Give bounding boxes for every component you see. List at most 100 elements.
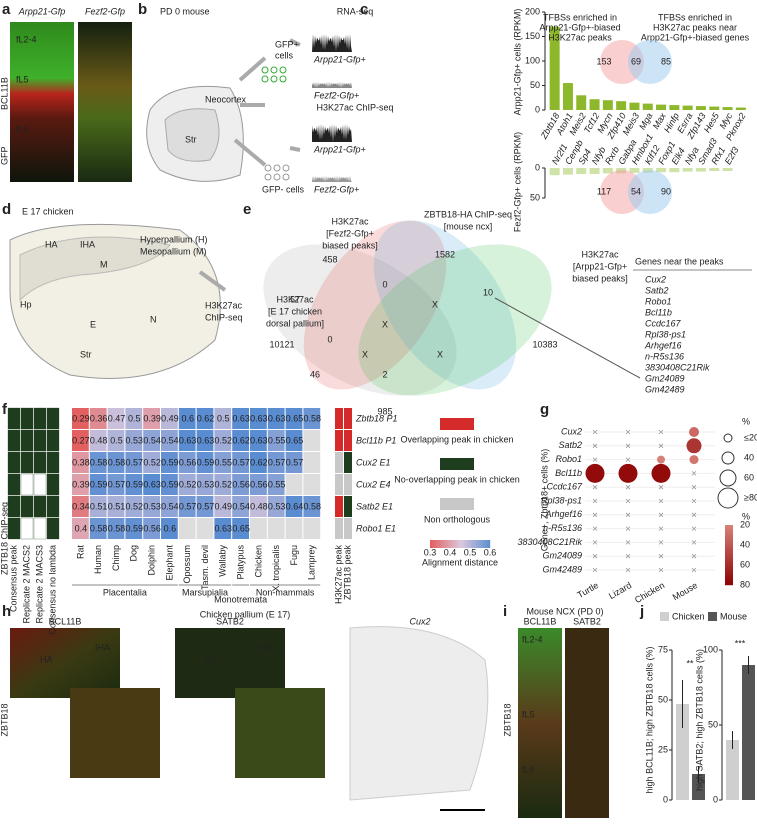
panel-label: h bbox=[2, 603, 11, 620]
cell bbox=[282, 164, 290, 172]
row-label: Robo1 bbox=[555, 454, 582, 464]
title: Fezf2-Gfp bbox=[85, 6, 125, 16]
heat-cell bbox=[178, 408, 196, 429]
bar bbox=[602, 100, 613, 110]
venn-count: X bbox=[432, 299, 438, 309]
legend-swatch bbox=[440, 418, 474, 430]
label: Mesopallium (M) bbox=[140, 246, 207, 256]
venn-count: 10383 bbox=[532, 339, 557, 349]
cell-value: 0.56 bbox=[250, 479, 268, 489]
label: GFP- cells bbox=[262, 184, 305, 194]
micrograph-inset bbox=[70, 688, 160, 778]
heat-cell bbox=[196, 408, 214, 429]
bar bbox=[682, 105, 693, 110]
colorbar bbox=[725, 573, 733, 576]
cell-value: 0.6 bbox=[181, 413, 194, 423]
legend-swatch bbox=[440, 498, 474, 510]
cell-value: 0.54 bbox=[232, 501, 250, 511]
colorbar bbox=[725, 547, 733, 550]
dot bbox=[691, 512, 697, 518]
legend-title: % bbox=[742, 511, 750, 521]
layer-label: fL5 bbox=[522, 709, 535, 719]
heat-cell bbox=[143, 474, 160, 495]
dot bbox=[625, 498, 631, 504]
heat-cell bbox=[232, 518, 249, 539]
heat-cell bbox=[125, 496, 143, 517]
micrograph bbox=[10, 628, 120, 698]
row-label: Cux2 E1 bbox=[356, 457, 391, 467]
colorbar bbox=[454, 540, 457, 548]
colorbar bbox=[468, 540, 471, 548]
title: Genes near the peaks bbox=[635, 256, 724, 266]
title: E 17 chicken bbox=[22, 206, 74, 216]
venn-count: 69 bbox=[631, 56, 641, 66]
bar bbox=[742, 665, 755, 800]
dot bbox=[592, 512, 598, 518]
side-label: ZBTB18 bbox=[0, 703, 9, 736]
panel-label: b bbox=[138, 1, 147, 18]
bar bbox=[692, 774, 705, 800]
colorbar bbox=[442, 540, 445, 548]
cell-value: 0.55 bbox=[268, 479, 286, 489]
heat-cell bbox=[125, 430, 143, 451]
colorbar bbox=[458, 540, 461, 548]
bar bbox=[709, 168, 720, 171]
dot bbox=[657, 455, 665, 464]
heat-cell bbox=[178, 496, 196, 517]
cell-value: 0.56 bbox=[232, 479, 250, 489]
row-label: Bcl11b bbox=[555, 468, 582, 478]
y-tick-label: 50 bbox=[658, 694, 668, 704]
colorbar-tick: 40 bbox=[740, 539, 750, 549]
chip-cell bbox=[20, 495, 34, 518]
col-label: Human bbox=[93, 545, 103, 574]
colorbar bbox=[472, 540, 475, 548]
cell-value: 0.59 bbox=[161, 479, 179, 489]
colorbar bbox=[436, 540, 439, 548]
bar bbox=[562, 83, 573, 110]
title: H3K27ac ChIP-seq bbox=[316, 102, 393, 112]
heat-cell bbox=[125, 408, 143, 429]
significance: ** bbox=[686, 658, 694, 668]
row-label: Arhgef16 bbox=[544, 509, 582, 519]
heat-cell bbox=[285, 430, 303, 451]
cell-value: 0.48 bbox=[90, 435, 108, 445]
cell-value: 0.57 bbox=[108, 479, 126, 489]
dot bbox=[592, 484, 598, 490]
stain-label: SATB2 bbox=[216, 616, 244, 626]
venn-set bbox=[303, 220, 447, 390]
venn-count: 54 bbox=[631, 186, 641, 196]
layer-label: fL5 bbox=[16, 74, 29, 84]
colorbar bbox=[725, 567, 733, 570]
heat-cell bbox=[89, 430, 107, 451]
micrograph bbox=[518, 628, 562, 818]
set-label: biased peaks] bbox=[572, 273, 628, 283]
venn-count: X bbox=[362, 349, 368, 359]
dot bbox=[689, 455, 699, 465]
heat-cell bbox=[125, 452, 143, 473]
area-label: Hp bbox=[20, 299, 32, 309]
y-tick-label: 100 bbox=[525, 55, 540, 65]
cell-value: 0.63 bbox=[215, 523, 233, 533]
micrograph-inset bbox=[235, 688, 325, 778]
heat-cell bbox=[107, 430, 125, 451]
colorbar bbox=[725, 553, 733, 556]
heat-cell bbox=[250, 452, 267, 473]
bar bbox=[562, 168, 573, 175]
venn-count: 153 bbox=[596, 56, 611, 66]
heat-cell bbox=[161, 408, 178, 429]
chip-cell bbox=[33, 473, 47, 496]
cell-value: 0.63 bbox=[179, 435, 197, 445]
layer-label: fL6 bbox=[522, 764, 535, 774]
size-key bbox=[719, 469, 737, 487]
heat-cell bbox=[107, 452, 125, 473]
colorbar bbox=[480, 540, 483, 548]
heat-cell bbox=[232, 474, 249, 495]
heat-cell bbox=[89, 474, 107, 495]
row-label: Zbtb18 P1 bbox=[355, 413, 398, 423]
heat-cell bbox=[89, 518, 107, 539]
colorbar bbox=[725, 533, 733, 536]
row-label: Gm42489 bbox=[542, 564, 582, 574]
heat-cell bbox=[161, 452, 178, 473]
dot bbox=[592, 553, 598, 559]
